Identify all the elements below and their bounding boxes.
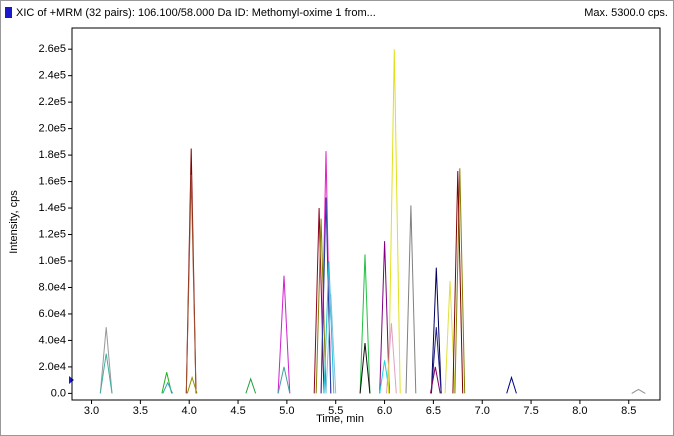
y-tick-label: 2.0e4: [38, 361, 66, 373]
peak-trace: [99, 353, 113, 394]
peak-trace: [430, 267, 442, 394]
chart-title: XIC of +MRM (32 pairs): 106.100/58.000 D…: [16, 7, 376, 19]
x-tick-label: 6.0: [377, 405, 392, 417]
plot-area: [71, 27, 661, 401]
peak-trace: [506, 375, 517, 394]
x-tick-label: 5.0: [279, 405, 294, 417]
y-tick-label: 0.0: [51, 387, 66, 399]
y-tick-label: 1.6e5: [38, 175, 66, 187]
max-annotation: Max. 5300.0 cps.: [584, 7, 668, 19]
y-axis-label: Intensity, cps: [8, 190, 20, 254]
y-tick-label: 8.0e4: [38, 281, 66, 293]
y-tick-label: 1.2e5: [38, 228, 66, 240]
y-tick-label: 1.8e5: [38, 149, 66, 161]
peak-trace: [277, 275, 291, 394]
y-tick-label: 2.0e5: [38, 123, 66, 135]
x-tick-label: 7.5: [523, 405, 538, 417]
trace-icon: [5, 7, 12, 18]
peak-trace: [430, 327, 442, 394]
y-tick-label: 2.4e5: [38, 70, 66, 82]
peak-trace: [631, 388, 646, 394]
peak-trace: [245, 377, 257, 394]
peak-trace: [315, 218, 327, 394]
peak-trace: [277, 366, 291, 394]
x-tick-label: 8.0: [572, 405, 587, 417]
y-tick-label: 6.0e4: [38, 308, 66, 320]
peak-trace: [323, 260, 335, 394]
x-tick-label: 7.0: [475, 405, 490, 417]
peak-trace: [454, 168, 466, 394]
peak-trace: [359, 343, 371, 394]
peak-trace: [379, 241, 390, 394]
y-tick-label: 2.2e5: [38, 96, 66, 108]
peak-trace: [405, 205, 417, 394]
x-tick-label: 3.5: [133, 405, 148, 417]
y-tick-label: 4.0e4: [38, 334, 66, 346]
y-tick-label: 1.0e5: [38, 255, 66, 267]
y-tick-label: 1.4e5: [38, 202, 66, 214]
x-tick-label: 5.5: [328, 405, 343, 417]
peak-trace: [386, 323, 397, 394]
x-tick-label: 4.0: [182, 405, 197, 417]
peak-trace: [161, 372, 173, 394]
y-tick-label: 2.6e5: [38, 43, 66, 55]
peak-trace: [452, 170, 464, 394]
peak-trace: [388, 49, 401, 394]
peak-trace: [186, 375, 198, 394]
peak-trace: [185, 174, 197, 394]
x-axis-label: Time, min: [316, 413, 364, 425]
peak-trace: [162, 381, 174, 394]
peak-trace: [359, 254, 371, 394]
peak-trace: [430, 366, 441, 394]
x-tick-label: 8.5: [621, 405, 636, 417]
peak-trace: [325, 294, 337, 394]
x-tick-label: 3.0: [84, 405, 99, 417]
peak-trace: [99, 327, 113, 394]
peak-trace: [379, 360, 390, 394]
x-tick-label: 4.5: [230, 405, 245, 417]
x-tick-label: 6.5: [426, 405, 441, 417]
